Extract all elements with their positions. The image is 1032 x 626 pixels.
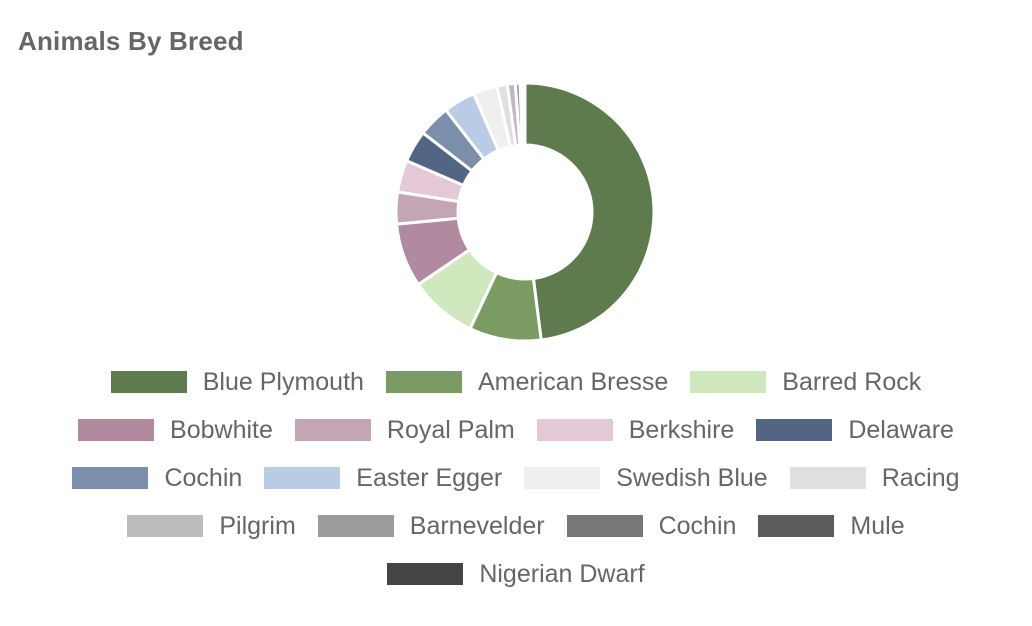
donut-chart — [394, 81, 656, 343]
legend-swatch — [566, 515, 643, 537]
legend-item[interactable]: Berkshire — [536, 415, 735, 445]
donut-slice-0[interactable] — [523, 81, 656, 342]
legend-item[interactable]: Swedish Blue — [524, 463, 768, 493]
legend-item[interactable]: Pilgrim — [127, 511, 296, 541]
legend-label: Nigerian Dwarf — [479, 559, 645, 588]
legend-item[interactable]: Royal Palm — [294, 415, 515, 445]
legend-row: Blue Plymouth American Bresse Barred Rock — [0, 358, 1032, 406]
legend-item[interactable]: Blue Plymouth — [110, 367, 364, 397]
legend-label: Royal Palm — [386, 415, 515, 444]
legend-row: Bobwhite Royal Palm Berkshire Delaware — [0, 406, 1032, 454]
legend-label: Delaware — [848, 415, 954, 444]
legend-label: Swedish Blue — [616, 463, 768, 492]
chart-title: Animals By Breed — [18, 26, 244, 56]
legend-item[interactable]: Cochin — [566, 511, 737, 541]
legend-swatch — [264, 467, 341, 489]
legend-label: Cochin — [658, 511, 737, 540]
legend-label: Bobwhite — [170, 415, 273, 444]
legend-row: Pilgrim Barnevelder Cochin Mule — [0, 502, 1032, 550]
legend-item[interactable]: Easter Egger — [264, 464, 502, 493]
legend-swatch — [317, 515, 394, 537]
legend-swatch — [127, 515, 204, 537]
legend-label: Berkshire — [628, 415, 735, 444]
legend-item[interactable]: Bobwhite — [78, 416, 273, 445]
legend-row: Cochin Easter Egger Swedish Blue Racing — [0, 454, 1032, 502]
chart-legend: Blue Plymouth American Bresse Barred Rock B… — [0, 358, 1032, 598]
legend-item[interactable]: Delaware — [756, 416, 954, 445]
donut-slice-15[interactable] — [522, 81, 527, 147]
legend-item[interactable]: Cochin — [72, 464, 242, 493]
legend-swatch — [536, 419, 613, 441]
legend-swatch — [72, 467, 149, 489]
legend-row: Nigerian Dwarf — [0, 550, 1032, 598]
legend-label: Blue Plymouth — [202, 367, 364, 396]
legend-label: Pilgrim — [219, 511, 296, 540]
legend-label: Barred Rock — [782, 367, 922, 396]
legend-swatch — [690, 371, 767, 393]
legend-swatch — [294, 419, 371, 441]
legend-item[interactable]: Barnevelder — [317, 511, 545, 541]
legend-item[interactable]: Racing — [789, 463, 960, 493]
legend-swatch — [789, 467, 866, 489]
legend-swatch — [385, 371, 462, 393]
legend-swatch — [524, 467, 601, 489]
legend-label: Barnevelder — [409, 511, 545, 540]
legend-label: Racing — [881, 463, 960, 492]
legend-swatch — [110, 371, 187, 393]
legend-item[interactable]: Mule — [758, 511, 905, 541]
legend-swatch — [78, 419, 155, 441]
legend-label: Mule — [850, 511, 905, 540]
legend-label: American Bresse — [477, 367, 669, 396]
legend-swatch — [387, 563, 464, 585]
legend-item[interactable]: Barred Rock — [690, 368, 921, 397]
legend-item[interactable]: Nigerian Dwarf — [387, 559, 645, 589]
legend-swatch — [756, 419, 833, 441]
legend-label: Easter Egger — [356, 463, 503, 492]
legend-label: Cochin — [164, 463, 243, 492]
legend-swatch — [758, 515, 835, 537]
legend-item[interactable]: American Bresse — [385, 367, 669, 397]
